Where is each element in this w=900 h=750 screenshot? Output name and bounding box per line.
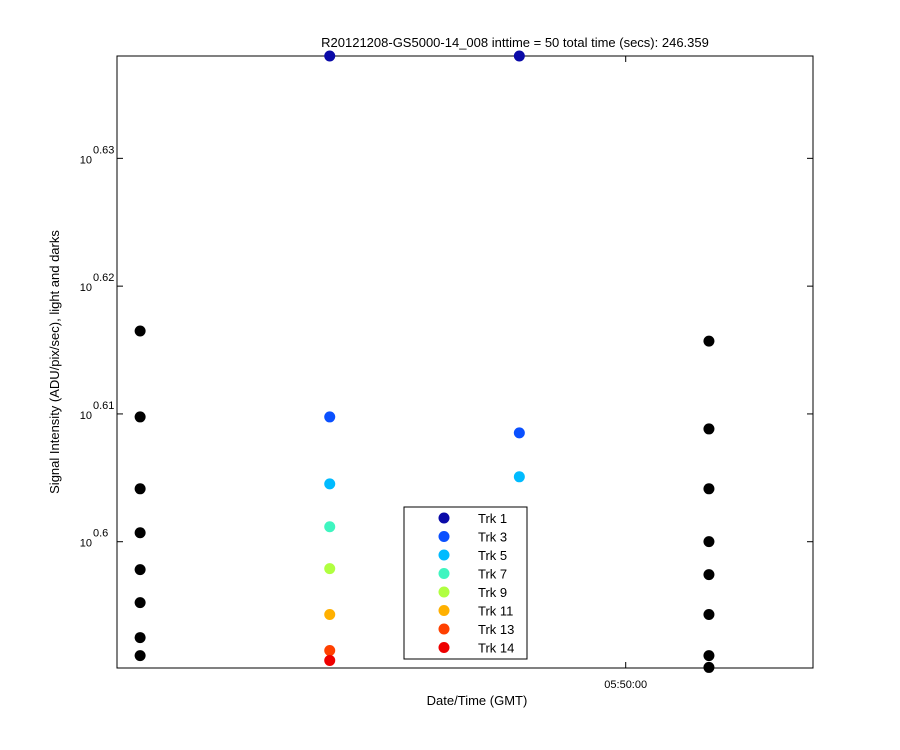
point — [324, 654, 336, 666]
point — [703, 569, 715, 581]
point — [134, 564, 146, 576]
y-tick-label: 100.63 — [80, 144, 115, 166]
point — [324, 50, 336, 62]
legend-box — [403, 506, 528, 660]
y-tick-label: 100.61 — [80, 400, 115, 422]
x-tick-label: 05:50:00 — [604, 679, 647, 691]
legend-marker — [438, 512, 450, 524]
point — [513, 471, 525, 483]
x-axis-label: Date/Time (GMT) — [427, 693, 528, 708]
point — [134, 527, 146, 539]
point — [134, 483, 146, 495]
legend-label: Trk 7 — [478, 567, 507, 582]
point — [324, 521, 336, 533]
legend-marker — [438, 531, 450, 542]
legend-label: Trk 11 — [478, 604, 513, 619]
legend-label: Trk 13 — [478, 622, 514, 637]
legend-label: Trk 1 — [478, 511, 507, 526]
y-axis-label: Signal Intensity (ADU/pix/sec), light an… — [47, 230, 62, 494]
point — [134, 597, 146, 609]
point — [134, 650, 146, 662]
point — [324, 478, 336, 490]
chart-title: R20121208-GS5000-14_008 inttime = 50 tot… — [321, 35, 709, 50]
legend-marker — [438, 642, 450, 653]
point — [703, 483, 715, 495]
point — [703, 650, 715, 662]
legend-marker — [438, 623, 450, 635]
legend-label: Trk 14 — [478, 641, 514, 656]
point — [703, 423, 715, 435]
legend-marker — [438, 586, 450, 598]
point — [324, 608, 336, 620]
point — [703, 536, 715, 548]
point — [703, 661, 715, 673]
legend-label: Trk 9 — [478, 585, 507, 600]
point — [134, 411, 146, 423]
point — [513, 50, 525, 62]
legend-label: Trk 5 — [478, 548, 507, 563]
point — [134, 632, 146, 644]
legend-marker — [438, 568, 450, 579]
point — [513, 427, 525, 439]
y-tick-label: 100.6 — [80, 528, 109, 550]
point — [324, 644, 336, 656]
legend-marker — [438, 605, 450, 616]
legend: Trk 1 Trk 3 Trk 5 Trk 7 Trk 9 Trk 11 Trk 13 Trk… — [403, 506, 528, 660]
point — [324, 411, 336, 423]
point — [324, 563, 336, 575]
point — [703, 608, 715, 620]
legend-label: Trk 3 — [478, 530, 507, 545]
y-tick-label: 100.62 — [80, 272, 115, 294]
point — [703, 335, 715, 347]
point — [134, 325, 146, 337]
legend-marker — [438, 549, 450, 561]
